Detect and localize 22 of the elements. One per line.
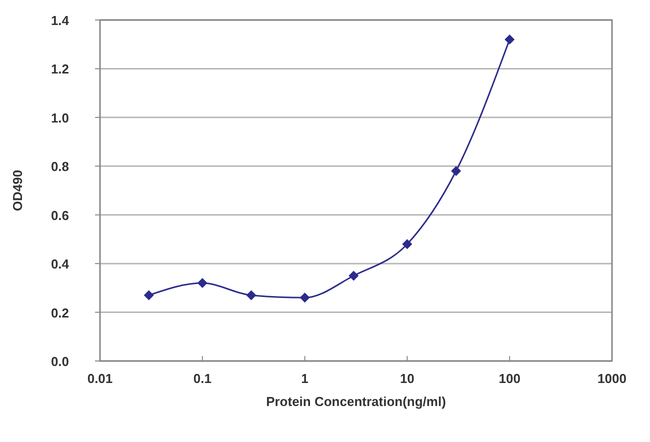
x-tick-label: 0.01 (87, 371, 113, 386)
y-tick-label: 0.8 (50, 159, 70, 174)
x-tick-label: 1 (301, 371, 308, 386)
y-tick-label: 1.4 (50, 13, 70, 28)
y-tick-label: 1.2 (50, 62, 70, 77)
x-tick-label: 1000 (598, 371, 626, 386)
x-tick-label: 0.1 (193, 371, 212, 386)
x-tick-label: 10 (400, 371, 414, 386)
point (300, 292, 310, 303)
x-tick-label: 100 (498, 371, 520, 386)
point (348, 270, 359, 281)
point (504, 34, 515, 44)
point (144, 290, 154, 300)
y-tick-label: 0.6 (50, 208, 70, 223)
y-tick-label: 0.0 (50, 354, 70, 369)
point (246, 290, 256, 300)
y-axis-title: OD490 (10, 170, 25, 212)
point (402, 239, 412, 250)
y-tick-label: 0.2 (50, 305, 70, 320)
y-tick-label: 1.0 (50, 110, 70, 126)
y-tick-label: 0.4 (50, 256, 70, 272)
x-axis-title: Protein Concentration(ng/ml) (266, 394, 446, 409)
